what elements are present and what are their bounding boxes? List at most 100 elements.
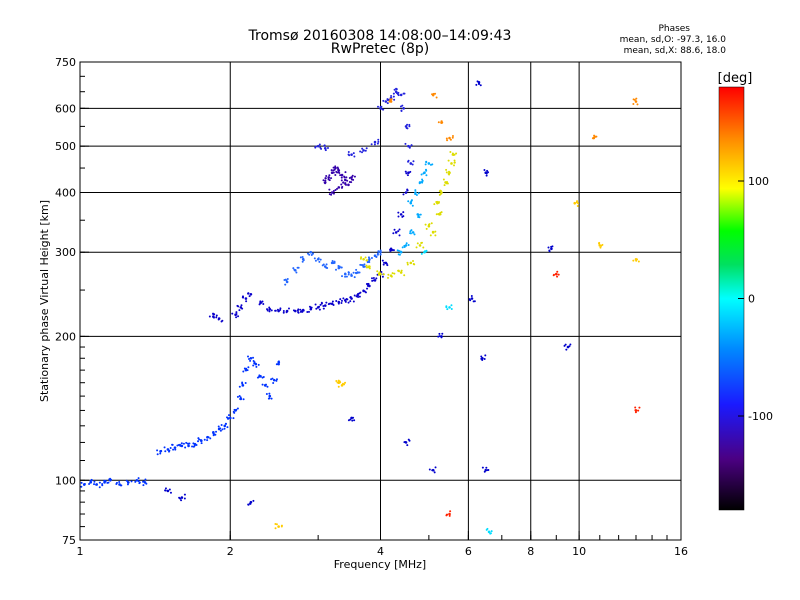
data-point-jitter (409, 232, 412, 235)
data-point-jitter (183, 497, 186, 500)
data-point-jitter (339, 381, 342, 384)
data-point-jitter (295, 271, 298, 274)
data-point-jitter (301, 260, 304, 263)
data-point-jitter (292, 309, 295, 312)
data-point-jitter (284, 283, 287, 286)
data-point-jitter (414, 192, 417, 195)
x-tick-label: 10 (572, 545, 586, 558)
data-point (323, 304, 327, 307)
data-point-jitter (415, 246, 418, 249)
data-point-jitter (485, 528, 488, 531)
data-point-jitter (407, 145, 410, 148)
data-point-jitter (126, 483, 129, 486)
data-point-jitter (411, 163, 414, 166)
data-point-jitter (180, 442, 183, 445)
data-point-jitter (279, 308, 282, 311)
data-point-jitter (448, 514, 451, 517)
data-point-jitter (371, 277, 374, 280)
data-point-jitter (441, 332, 444, 335)
data-point-jitter (475, 83, 478, 86)
data-point-jitter (445, 513, 448, 516)
data-point-jitter (247, 503, 250, 506)
data-point-jitter (199, 438, 202, 441)
data-point-jitter (98, 481, 101, 484)
data-point-jitter (355, 295, 358, 298)
data-point-jitter (432, 94, 435, 97)
data-point (330, 171, 334, 175)
data-point-jitter (406, 174, 409, 177)
y-tick-label: 100 (55, 474, 76, 487)
data-point-jitter (438, 335, 441, 338)
data-point-jitter (275, 523, 278, 526)
data-point-jitter (632, 259, 635, 262)
data-point-jitter (390, 275, 393, 278)
data-point-jitter (453, 161, 456, 164)
data-point-jitter (195, 444, 198, 447)
data-point-jitter (239, 396, 242, 399)
data-point-jitter (443, 184, 446, 187)
data-point-jitter (270, 397, 273, 400)
data-point-jitter (344, 272, 347, 275)
data-point-jitter (377, 250, 380, 253)
data-point-jitter (634, 406, 637, 409)
data-point-jitter (409, 162, 412, 165)
data-point-jitter (187, 444, 190, 447)
data-point-jitter (203, 438, 206, 441)
data-point-jitter (361, 264, 364, 267)
data-point-jitter (377, 138, 380, 141)
data-point-jitter (137, 477, 140, 480)
data-point-jitter (404, 170, 407, 173)
data-point-jitter (595, 135, 598, 138)
data-point-jitter (242, 370, 245, 373)
data-point-jitter (225, 416, 228, 419)
data-point-jitter (556, 275, 559, 278)
data-point-jitter (264, 383, 267, 386)
data-point-jitter (365, 282, 368, 285)
data-point-jitter (377, 140, 380, 143)
data-point-jitter (315, 307, 318, 310)
data-point (272, 378, 276, 382)
data-point-jitter (352, 152, 355, 155)
data-point-jitter (220, 424, 223, 427)
data-point-jitter (314, 259, 317, 262)
data-point-jitter (334, 173, 337, 176)
data-point-jitter (355, 268, 358, 271)
phases-line-x: mean, sd,X: 88.6, 18.0 (624, 46, 727, 56)
data-point-jitter (156, 453, 159, 456)
data-point-jitter (368, 261, 371, 264)
data-point-jitter (283, 278, 286, 281)
data-point-jitter (306, 252, 309, 255)
data-point-jitter (340, 299, 343, 302)
data-point-jitter (382, 273, 385, 276)
data-point-jitter (395, 88, 398, 91)
data-point (327, 176, 331, 179)
data-point-jitter (380, 270, 383, 273)
data-point-jitter (425, 249, 428, 252)
data-point-jitter (563, 344, 566, 347)
data-point-jitter (252, 499, 255, 502)
data-point-jitter (127, 481, 130, 484)
data-point-jitter (392, 92, 395, 95)
data-point-jitter (468, 298, 471, 301)
data-point-jitter (353, 155, 356, 158)
data-point (337, 169, 341, 172)
data-point (268, 307, 272, 311)
data-point-jitter (257, 363, 260, 366)
data-point-jitter (249, 502, 252, 505)
data-point-jitter (401, 246, 404, 249)
data-point (309, 250, 313, 254)
data-point-jitter (182, 442, 185, 445)
data-point-jitter (390, 94, 393, 97)
data-point-jitter (440, 336, 443, 339)
data-point-jitter (118, 481, 121, 484)
data-point-jitter (340, 266, 343, 269)
data-point-jitter (397, 94, 400, 97)
data-point (487, 530, 491, 534)
data-point-jitter (232, 417, 235, 420)
data-point-jitter (130, 480, 133, 483)
data-point-jitter (483, 357, 486, 360)
data-point-jitter (334, 188, 337, 191)
data-point-jitter (373, 143, 376, 146)
gridlines (80, 62, 681, 540)
data-point-jitter (393, 98, 396, 101)
